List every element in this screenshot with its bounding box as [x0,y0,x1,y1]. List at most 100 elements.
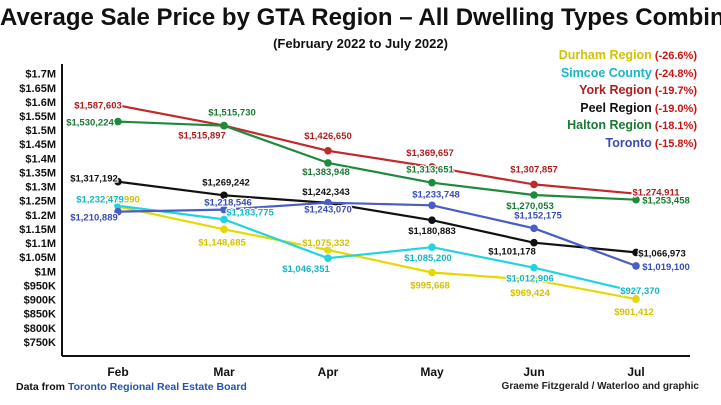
legend-item-durham-region: Durham Region (-26.6%) [559,48,697,62]
data-point-halton-region [114,117,122,126]
data-point-simcoe-county [220,215,228,224]
data-label-toronto: $1,019,100 [642,262,690,273]
data-label-york-region: $1,274,911 [632,188,680,199]
legend-change-percent: (-19.0%) [654,102,697,115]
legend-series-name: Durham Region [558,48,652,62]
data-label-halton-region: $1,383,948 [302,167,350,178]
data-point-halton-region [428,178,436,187]
source-org: Toronto Regional Real Estate Board [67,381,247,393]
x-tick-label: Feb [107,365,128,379]
y-tick-label: $1.05M [19,252,56,264]
y-tick-label: $1.35M [19,167,56,179]
data-label-peel-region: $1,180,883 [408,226,456,237]
chart-title: Average Sale Price by GTA Region – All D… [0,4,721,31]
data-point-simcoe-county [114,201,122,210]
y-tick-label: $1.3M [25,182,56,194]
data-label-halton-region: $1,253,458 [642,196,690,207]
data-label-simcoe-county: $1,046,351 [282,264,330,275]
data-point-simcoe-county [324,254,332,262]
data-point-york-region [324,147,332,155]
data-point-york-region [530,180,538,189]
legend-item-toronto: Toronto (-15.8%) [606,136,697,150]
data-point-toronto [530,224,538,233]
data-point-durham-region [324,246,332,254]
data-point-peel-region [220,191,228,200]
y-tick-label: $800K [24,323,56,335]
series-line-halton-region [117,120,637,201]
data-points [114,101,640,303]
source-note: Data from Toronto Regional Real Estate B… [16,381,247,393]
legend-item-halton-region: Halton Region (-18.1%) [567,118,697,132]
legend-change-percent: (-19.7%) [654,85,697,97]
y-tick-label: $1.1M [25,238,56,250]
data-point-peel-region [114,177,122,186]
data-label-york-region: $1,426,650 [304,131,352,142]
y-tick-label: $1.15M [19,224,56,236]
axes: $750K $800K $850K $900K $950K $1M $1.05M $1.1M $… [19,64,690,379]
x-tick-label: Jun [523,365,544,379]
y-tick-label: $1.2M [25,210,56,222]
y-tick-label: $900K [24,295,56,307]
series-line-york-region [117,104,637,195]
legend-item-york-region: York Region (-19.7%) [579,83,697,97]
data-point-toronto [324,198,332,207]
y-tick-label: $950K [24,280,56,292]
series-line-peel-region [117,180,637,254]
y-tick-label: $1M [35,266,56,278]
data-label-toronto: $1,218,546 [204,198,252,209]
data-label-peel-region: $1,317,192 [70,174,118,185]
data-label-peel-region: $1,066,973 [638,248,686,259]
data-label-halton-region: $1,530,224 [66,118,114,129]
data-label-peel-region: $1,242,343 [302,187,350,198]
data-label-halton-region: $1,515,730 [208,108,256,119]
y-tick-label: $1.6M [25,97,56,109]
data-point-simcoe-county [632,288,640,296]
series-line-simcoe-county [117,204,637,293]
x-tick-label: Apr [318,365,339,379]
series-line-toronto [117,201,637,267]
data-label-toronto: $1,152,175 [514,210,562,221]
data-label-durham-region: $1,148,685 [198,237,246,248]
y-tick-label: $850K [24,309,56,321]
chart-subtitle: (February 2022 to July 2022) [273,36,448,51]
data-label-peel-region: $1,269,242 [202,177,250,188]
data-label-toronto: $1,210,889 [70,213,118,224]
legend-series-name: York Region [579,83,652,97]
data-label-simcoe-county: $1,183,775 [226,207,274,218]
data-label-durham-region: $969,424 [510,288,550,299]
data-label-halton-region: $1,313,651 [406,165,454,176]
data-point-york-region [114,101,122,110]
data-label-toronto: $1,243,070 [304,205,352,216]
data-point-simcoe-county [530,263,538,272]
data-point-peel-region [632,248,640,257]
data-label-simcoe-county: $1,232,479 [76,195,124,206]
x-tick-label: Jul [627,365,644,379]
data-label-simcoe-county: $1,085,200 [404,253,452,264]
data-point-durham-region [220,225,228,234]
y-tick-label: $1.45M [19,139,56,151]
data-point-durham-region [530,276,538,284]
y-tick-label: $1.5M [25,125,56,137]
data-point-halton-region [530,191,538,199]
data-label-york-region: $1,515,897 [178,131,226,142]
data-label-simcoe-county: $1,012,906 [506,274,554,285]
legend-series-name: Halton Region [567,118,652,132]
data-label-durham-region: $901,412 [614,307,654,318]
legend-item-peel-region: Peel Region (-19.0%) [580,101,697,115]
x-tick-label: May [420,365,444,379]
legend-series-name: Peel Region [580,100,652,115]
data-point-york-region [428,163,436,171]
y-tick-label: $1.65M [19,83,56,95]
legend-item-simcoe-county: Simcoe County (-24.8%) [561,66,697,80]
data-label-durham-region: $1,228,990 [92,195,140,206]
legend-series-name: Toronto [605,135,652,150]
data-point-durham-region [632,295,640,303]
data-point-toronto [632,262,640,270]
data-point-peel-region [530,238,538,247]
series-line-durham-region [117,205,637,301]
y-tick-label: $1.7M [25,69,56,81]
data-labels: $1,228,990 $1,148,685 $1,075,332 $995,668 $9… [65,99,691,319]
source-prefix: Data from [16,381,68,393]
data-point-peel-region [428,216,436,224]
